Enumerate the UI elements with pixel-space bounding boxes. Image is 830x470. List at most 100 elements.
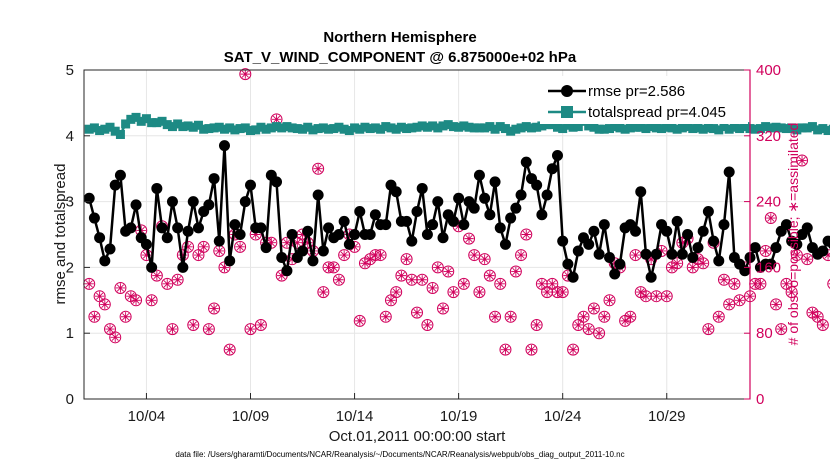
rmse-point <box>177 261 189 273</box>
y-right-tick-label: 80 <box>756 325 773 342</box>
rmse-point <box>645 271 657 283</box>
totalspread-point <box>292 124 302 134</box>
totalspread-point <box>646 122 656 132</box>
y-axis-label-right: # of obs: o=possible; ∗=assimilated <box>785 123 801 346</box>
totalspread-point <box>89 123 99 133</box>
totalspread-point <box>615 123 625 133</box>
rmse-point <box>557 235 569 247</box>
totalspread-point <box>121 119 131 129</box>
obs-count-point <box>400 253 413 266</box>
obs-count-point <box>587 302 600 315</box>
totalspread-point <box>761 122 771 132</box>
rmse-point <box>546 163 558 175</box>
rmse-point <box>697 225 709 237</box>
obs-count-point <box>374 249 387 262</box>
totalspread-point <box>781 124 791 134</box>
rmse-point <box>312 189 324 201</box>
rmse-point <box>94 232 106 244</box>
rmse-point <box>801 222 813 234</box>
totalspread-point <box>365 124 375 134</box>
rmse-point <box>427 219 439 231</box>
rmse-point <box>541 189 553 201</box>
totalspread-point <box>350 123 360 133</box>
obs-count-point <box>660 290 673 303</box>
rmse-point <box>453 192 465 204</box>
obs-count-point <box>463 232 476 245</box>
totalspread-point <box>657 124 667 134</box>
obs-count-point <box>88 310 101 323</box>
rmse-point <box>156 222 168 234</box>
rmse-point <box>302 225 314 237</box>
totalspread-point <box>667 123 677 133</box>
obs-count-point <box>244 323 257 336</box>
totalspread-point <box>714 125 724 135</box>
totalspread-point <box>532 122 542 132</box>
rmse-point <box>401 215 413 227</box>
totalspread-point <box>766 123 776 133</box>
rmse-point <box>713 255 725 267</box>
obs-count-point <box>499 343 512 356</box>
totalspread-point <box>209 123 219 133</box>
rmse-point <box>473 169 485 181</box>
totalspread-point <box>537 121 547 131</box>
rmse-point <box>468 202 480 214</box>
y-axis-label: rmse and totalspread <box>52 164 69 305</box>
totalspread-point <box>355 124 365 134</box>
totalspread-point <box>542 120 552 130</box>
totalspread-point <box>277 123 287 133</box>
obs-count-point <box>686 261 699 274</box>
rmse-point <box>390 186 402 198</box>
obs-count-point <box>567 343 580 356</box>
obs-count-point <box>530 318 543 331</box>
rmse-point <box>187 196 199 208</box>
obs-count-point <box>395 269 408 282</box>
rmse-point <box>114 169 126 181</box>
rmse-point <box>562 258 574 270</box>
rmse-point <box>297 245 309 257</box>
rmse-point <box>458 219 470 231</box>
totalspread-point <box>157 116 167 126</box>
rmse-point <box>432 196 444 208</box>
rmse-point <box>104 243 116 255</box>
totalspread-point <box>698 124 708 134</box>
obs-count-point <box>166 323 179 336</box>
rmse-point <box>203 199 215 211</box>
y-axis-left: 0 1 2 3 4 5 <box>66 62 90 408</box>
obs-count-point <box>582 323 595 336</box>
totalspread-point <box>298 124 308 134</box>
footnote: data file: /Users/gharamti/Documents/NCA… <box>175 450 624 459</box>
chart-subtitle: SAT_V_WIND_COMPONENT @ 6.875000e+02 hPa <box>224 49 577 66</box>
totalspread-point <box>735 124 745 134</box>
totalspread-point <box>199 124 209 134</box>
rmse-point <box>224 255 236 267</box>
obs-count-point <box>109 331 122 344</box>
rmse-point <box>255 222 267 234</box>
obs-count-point <box>733 294 746 307</box>
obs-count-point <box>161 277 174 290</box>
y-tick-label: 4 <box>66 128 74 145</box>
obs-count-point <box>421 318 434 331</box>
legend-rmse-label: rmse pr=2.586 <box>588 83 685 100</box>
rmse-point <box>551 150 563 162</box>
totalspread-point <box>526 123 536 133</box>
rmse-point <box>505 212 517 224</box>
totalspread-point <box>329 124 339 134</box>
rmse-point <box>260 242 272 254</box>
totalspread-point <box>610 122 620 132</box>
rmse-point <box>588 225 600 237</box>
totalspread-point <box>339 124 349 134</box>
obs-count-point <box>145 294 158 307</box>
totalspread-point <box>807 122 817 132</box>
totalspread-point <box>480 123 490 133</box>
obs-count-point <box>192 249 205 262</box>
rmse-point <box>416 182 428 194</box>
totalspread-point <box>818 124 828 134</box>
obs-count-point <box>208 302 221 315</box>
totalspread-point <box>370 123 380 133</box>
totalspread-point <box>771 122 781 132</box>
obs-count-point <box>728 277 741 290</box>
obs-count-point <box>468 249 481 262</box>
totalspread-point <box>313 124 323 134</box>
totalspread-point <box>755 124 765 134</box>
totalspread-point <box>308 125 318 135</box>
